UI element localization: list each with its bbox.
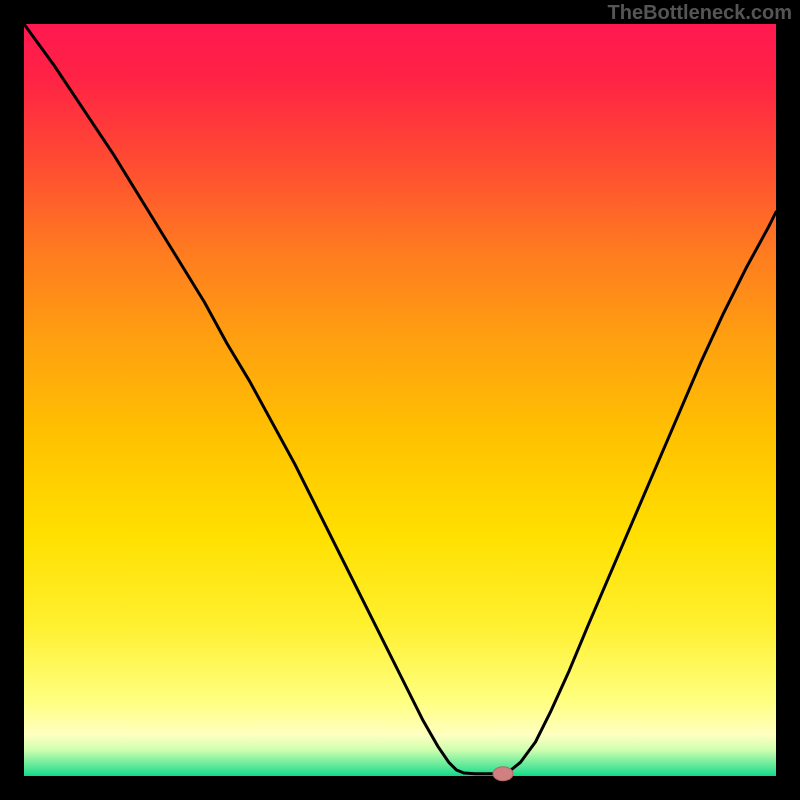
watermark-text: TheBottleneck.com xyxy=(608,2,792,25)
chart-container: TheBottleneck.com xyxy=(0,0,800,800)
plot-background xyxy=(24,24,776,776)
sweet-spot-marker xyxy=(493,767,513,781)
bottleneck-chart xyxy=(0,0,800,800)
